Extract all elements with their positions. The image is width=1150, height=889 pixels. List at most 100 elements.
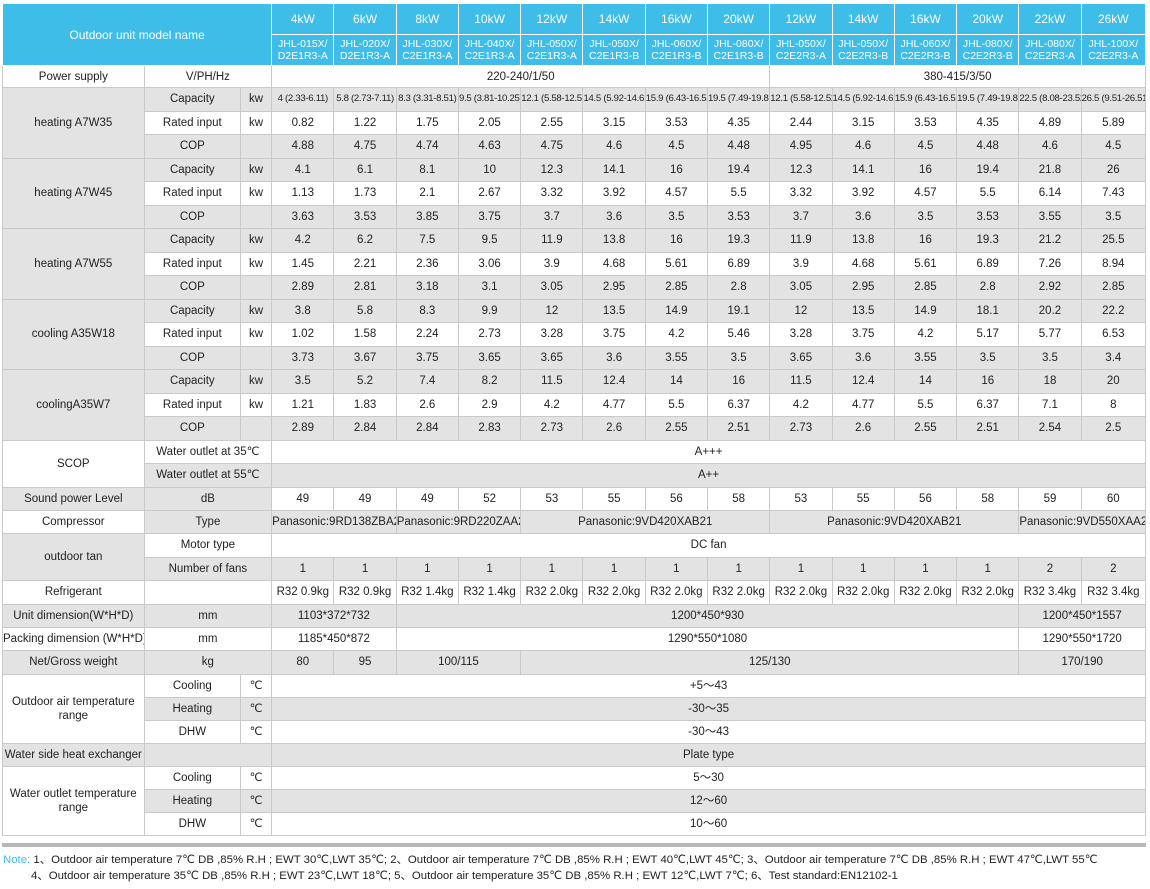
model-line: D2E1R3-A — [277, 50, 328, 62]
value-cell: 3.5 — [893, 204, 958, 229]
value-cell: 14.1 — [582, 157, 646, 182]
row-param: Rated input — [143, 392, 242, 417]
value-cell: 2.24 — [395, 322, 459, 347]
table-row: Heating ℃ 12～60 — [3, 788, 1146, 813]
value-cell: 2.73 — [769, 416, 833, 441]
value-cell: 3.65 — [769, 345, 833, 370]
value-cell: 3.63 — [271, 204, 335, 229]
table-row: Rated input kw 0.82 1.22 1.75 2.05 2.55 3.15 3.5… — [3, 110, 1147, 135]
table-row: COP 4.88 4.75 4.74 4.63 4.75 4.6 4.5 4.48 4.95 4.6… — [3, 134, 1147, 159]
value-cell: R32 2.0kg — [893, 579, 958, 605]
value-cell: 80 — [271, 649, 335, 675]
value-cell: 8.94 — [1080, 251, 1147, 276]
model-line: JHL-050X/ — [589, 38, 639, 50]
model-line: C2E2R3-A — [1088, 50, 1139, 62]
header-power: 12kW — [769, 3, 833, 35]
value-cell: 56 — [893, 486, 958, 511]
header-model: JHL-020X/D2E1R3-A — [333, 34, 397, 66]
value-cell: 12.3 — [520, 157, 584, 182]
value-cell: 5.46 — [707, 322, 771, 347]
row-param: Water outlet at 55℃ — [143, 463, 273, 488]
value-cell: -30～43 — [271, 719, 1146, 744]
value-cell: 3.53 — [893, 110, 958, 135]
value-cell: 4.5 — [893, 134, 958, 159]
value-cell: 2.95 — [582, 275, 646, 300]
model-line: D2E1R3-A — [339, 50, 391, 62]
row-param: Cooling — [143, 765, 242, 790]
value-cell: 3.75 — [831, 322, 895, 347]
value-cell: 4.6 — [831, 134, 895, 159]
value-cell: 22.2 — [1080, 298, 1147, 323]
value-cell: 4.57 — [893, 181, 958, 206]
header-model: JHL-030X/C2E1R3-A — [395, 34, 459, 66]
value-cell: 2.51 — [707, 416, 771, 441]
header-model: JHL-060X/C2E1R3-B — [644, 34, 709, 66]
value-cell: 1 — [333, 556, 397, 581]
table-row: COP 3.73 3.67 3.75 3.65 3.65 3.6 3.55 3.5 3.65 3.6… — [3, 345, 1147, 370]
value-cell: 3.67 — [333, 345, 397, 370]
value-cell: 3.4 — [1080, 345, 1147, 370]
block-label: Outdoor air temperature range — [2, 673, 145, 744]
value-cell: 12～60 — [271, 788, 1146, 813]
header-model: JHL-050X/C2E1R3-A — [520, 34, 584, 66]
value-cell: 16 — [956, 369, 1020, 394]
value-cell: 2.6 — [582, 416, 646, 441]
row-unit: kw — [240, 251, 273, 276]
value-cell: 2.54 — [1018, 416, 1082, 441]
value-cell: 14.5 (5.92-14.61) — [582, 87, 646, 112]
row-param: Motor type — [143, 532, 273, 558]
note-line-1: 1、Outdoor air temperature 7℃ DB ,85% R.H… — [30, 854, 1098, 866]
value-cell: 2 — [1018, 556, 1082, 581]
value-cell: 4 (2.33-6.11) — [271, 87, 335, 112]
value-cell: 3.53 — [956, 204, 1020, 229]
header-power: 14kW — [831, 3, 895, 35]
value-cell: 10～60 — [271, 811, 1146, 836]
value-cell: 4.2 — [271, 228, 335, 253]
value-cell: 1 — [769, 556, 833, 581]
table-row: COP 2.89 2.81 3.18 3.1 3.05 2.95 2.85 2.8 3.05 2.9… — [3, 275, 1147, 300]
value-cell: Plate type — [271, 742, 1146, 767]
row-unit: mm — [143, 603, 273, 628]
value-cell: 9.5 — [457, 228, 522, 253]
value-cell: 11.9 — [520, 228, 584, 253]
value-cell: 5.8 (2.73-7.11) — [333, 87, 397, 112]
value-cell: R32 2.0kg — [644, 579, 709, 605]
value-cell: 1 — [395, 556, 459, 581]
value-cell: Panasonic:9VD420XAB21 — [520, 509, 771, 534]
value-cell: 170/190 — [1018, 649, 1146, 675]
value-cell: 3.6 — [831, 345, 895, 370]
value-cell: 2.6 — [831, 416, 895, 441]
value-cell: 2.73 — [457, 322, 522, 347]
table-row: Net/Gross weight kg 80 95 100/115 125/130 170/… — [2, 649, 1146, 675]
value-cell: 5.5 — [707, 181, 771, 206]
note-label: Note: — [3, 854, 31, 866]
value-cell: 1200*450*930 — [395, 603, 1020, 628]
value-cell: 6.1 — [333, 157, 397, 182]
value-cell: 4.95 — [769, 134, 833, 159]
table-row: COP 3.63 3.53 3.85 3.75 3.7 3.6 3.5 3.53 3.7 3.6 3.… — [3, 204, 1147, 229]
value-cell: 3.53 — [333, 204, 397, 229]
note-line-2: 4、Outdoor air temperature 35℃ DB ,85% R.… — [31, 870, 898, 882]
row-unit: dB — [143, 486, 273, 511]
value-cell: R32 2.0kg — [582, 579, 646, 605]
value-cell: 5～30 — [271, 765, 1146, 790]
block-label: heating A7W45 — [2, 157, 145, 229]
header-model: JHL-040X/C2E1R3-A — [457, 34, 522, 66]
header-model: JHL-050X/C2E1R3-B — [582, 34, 646, 66]
value-cell: 12 — [769, 298, 833, 323]
table-row: Unit dimension(W*H*D) mm 1103*372*732 1200*… — [2, 603, 1146, 628]
model-line: JHL-100X/ — [1088, 38, 1139, 50]
row-unit: ℃ — [240, 696, 273, 721]
value-cell: 2 — [1080, 556, 1147, 581]
model-line: JHL-050X/ — [776, 38, 826, 50]
model-line: C2E1R3-B — [713, 50, 764, 62]
value-cell: 3.85 — [395, 204, 459, 229]
value-cell: 1.02 — [271, 322, 335, 347]
block-label: cooling A35W18 — [2, 298, 145, 370]
value-cell: 19.5 (7.49-19.81) — [707, 87, 771, 112]
value-cell: 4.77 — [582, 392, 646, 417]
value-cell: 52 — [457, 486, 522, 511]
value-cell: 2.55 — [644, 416, 709, 441]
value-cell: 19.5 (7.49-19.81) — [956, 87, 1020, 112]
value-cell: 1 — [520, 556, 584, 581]
